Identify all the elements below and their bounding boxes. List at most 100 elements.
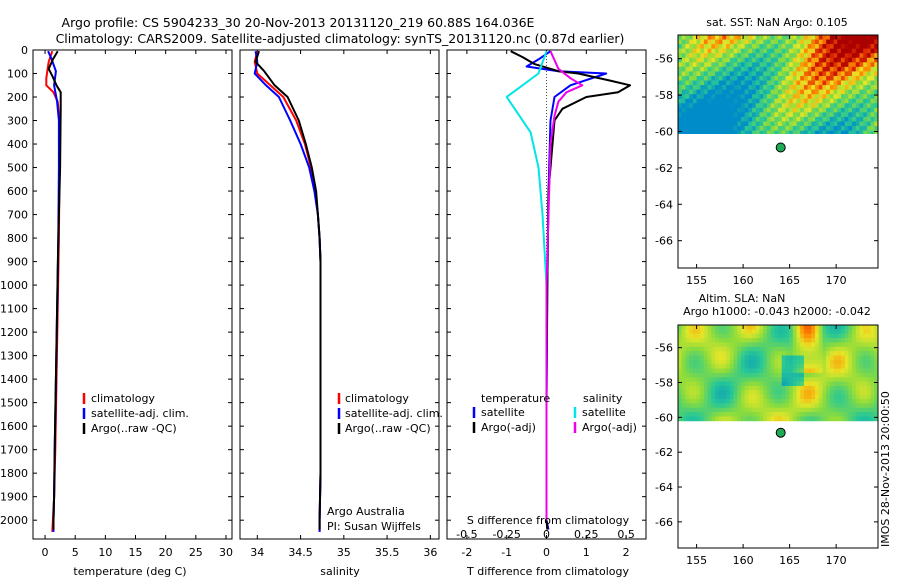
heatmap-cell — [770, 112, 775, 118]
heatmap-cell — [737, 355, 742, 361]
heatmap-cell — [733, 329, 738, 335]
heatmap-cell — [685, 338, 690, 343]
heatmap-cell — [778, 333, 783, 339]
heatmap-cell — [833, 342, 838, 348]
heatmap-cell — [811, 71, 816, 77]
heatmap-cell — [696, 381, 701, 387]
heatmap-cell — [859, 80, 864, 86]
heatmap-cell — [737, 368, 742, 374]
heatmap-cell — [703, 48, 709, 54]
heatmap-cell — [789, 107, 794, 113]
heatmap-cell — [855, 338, 860, 343]
heatmap-cell — [737, 66, 742, 72]
salinity-x-axis: 34 34.5 35 35.5 36 — [250, 50, 437, 559]
heatmap-cell — [807, 364, 812, 369]
heatmap-cell — [826, 381, 831, 387]
heatmap-cell — [837, 346, 842, 352]
heatmap-cell — [785, 394, 790, 400]
heatmap-cell — [737, 412, 742, 417]
heatmap-cell — [752, 126, 757, 131]
heatmap-cell — [778, 80, 783, 86]
heatmap-cell — [715, 355, 720, 361]
s-diff-tick-label: -0.25 — [492, 528, 520, 541]
heatmap-cell — [781, 381, 786, 387]
heatmap-cell — [748, 48, 753, 54]
heatmap-cell — [792, 85, 797, 91]
heatmap-cell — [800, 116, 805, 122]
heatmap-cell — [763, 377, 768, 383]
heatmap-cell — [829, 66, 834, 72]
lon-tick-label: 160 — [733, 554, 754, 567]
x-tick-label: 0 — [543, 546, 550, 559]
heatmap-cell — [700, 107, 705, 113]
heatmap-cell — [770, 75, 775, 81]
heatmap-cell — [737, 57, 742, 63]
heatmap-cell — [840, 116, 846, 122]
heatmap-cell — [807, 89, 812, 95]
heatmap-cell — [678, 121, 683, 127]
heatmap-cell — [759, 39, 764, 45]
heatmap-cell — [807, 62, 812, 68]
heatmap-cell — [785, 94, 790, 100]
heatmap-cell — [685, 407, 690, 413]
heatmap-cell — [807, 80, 812, 86]
heatmap-cell — [870, 338, 875, 343]
heatmap-cell — [789, 112, 794, 118]
heatmap-cell — [859, 377, 864, 383]
heatmap-cell — [692, 94, 697, 100]
heatmap-cell — [781, 98, 786, 104]
heatmap-cell — [852, 98, 857, 104]
heatmap-cell — [811, 103, 816, 109]
heatmap-cell — [859, 75, 864, 81]
heatmap-cell — [778, 98, 783, 104]
heatmap-cell — [840, 62, 846, 68]
heatmap-cell — [800, 85, 805, 91]
heatmap-cell — [818, 412, 823, 417]
heatmap-cell — [792, 98, 797, 104]
heatmap-cell — [855, 85, 860, 91]
heatmap-cell — [807, 98, 812, 104]
heatmap-cell — [826, 403, 831, 409]
heatmap-cell — [807, 394, 812, 400]
heatmap-cell — [855, 368, 860, 374]
heatmap-cell — [826, 75, 831, 81]
heatmap-cell — [866, 368, 871, 374]
heatmap-cell — [822, 112, 827, 118]
heatmap-cell — [692, 80, 697, 86]
heatmap-cell — [803, 407, 809, 413]
heatmap-cell — [763, 39, 768, 45]
heatmap-cell — [711, 329, 716, 335]
heatmap-cell — [844, 44, 849, 50]
heatmap-cell — [770, 48, 775, 54]
heatmap-cell — [696, 107, 701, 113]
heatmap-cell — [800, 338, 805, 343]
heatmap-cell — [840, 377, 846, 383]
heatmap-cell — [700, 394, 705, 400]
heatmap-cell — [766, 112, 771, 118]
heatmap-cell — [811, 346, 816, 352]
heatmap-cell — [722, 62, 727, 68]
heatmap-cell — [707, 342, 712, 348]
heatmap-cell — [844, 338, 849, 343]
heatmap-cell — [807, 325, 812, 330]
heatmap-cell — [778, 126, 783, 131]
heatmap-cell — [740, 75, 746, 81]
heatmap-cell — [685, 53, 690, 59]
heatmap-cell — [715, 333, 720, 339]
heatmap-cell — [803, 364, 809, 369]
heatmap-cell — [726, 412, 731, 417]
salinity-x-label: salinity — [320, 565, 360, 578]
heatmap-cell — [785, 85, 790, 91]
heatmap-cell — [770, 121, 775, 127]
heatmap-cell — [737, 89, 742, 95]
heatmap-cell — [726, 377, 731, 383]
heatmap-cell — [829, 351, 834, 356]
heatmap-cell — [833, 346, 838, 352]
heatmap-cell — [874, 85, 878, 91]
heatmap-cell — [778, 94, 783, 100]
heatmap-cell — [755, 364, 760, 369]
heatmap-cell — [818, 364, 823, 369]
heatmap-cell — [866, 416, 871, 422]
heatmap-cell — [700, 338, 705, 343]
depth-tick-label: 1700 — [0, 444, 28, 457]
